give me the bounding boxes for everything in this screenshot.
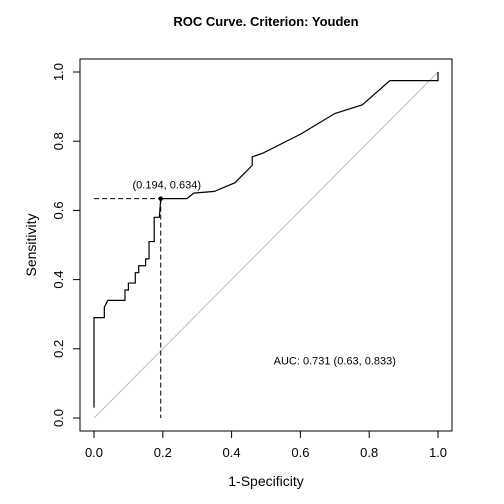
optimal-point-marker	[158, 196, 163, 201]
y-tick-label: 0.8	[51, 132, 66, 150]
y-tick-label: 1.0	[51, 63, 66, 81]
y-tick-label: 0.4	[51, 271, 66, 289]
y-axis-label: Sensitivity	[23, 213, 39, 276]
x-tick-label: 0.6	[291, 445, 309, 460]
x-tick-label: 0.2	[154, 445, 172, 460]
optimal-point-label: (0.194, 0.634)	[132, 180, 201, 192]
x-tick-label: 0.8	[360, 445, 378, 460]
x-axis: 0.0 0.2 0.4 0.6 0.8 1.0	[85, 431, 447, 460]
reference-diagonal	[93, 71, 439, 419]
y-tick-label: 0.0	[51, 409, 66, 427]
y-tick-label: 0.6	[51, 201, 66, 219]
x-tick-label: 1.0	[429, 445, 447, 460]
plot-frame	[79, 58, 453, 432]
y-tick-label: 0.2	[51, 340, 66, 358]
x-tick-label: 0.0	[85, 445, 103, 460]
auc-annotation: AUC: 0.731 (0.63, 0.833)	[274, 355, 396, 367]
x-axis-label: 1-Specificity	[228, 473, 303, 489]
y-axis: 0.0 0.2 0.4 0.6 0.8 1.0	[51, 63, 80, 427]
x-tick-label: 0.4	[223, 445, 241, 460]
roc-curve	[93, 72, 439, 408]
chart-title: ROC Curve. Criterion: Youden	[173, 14, 358, 29]
